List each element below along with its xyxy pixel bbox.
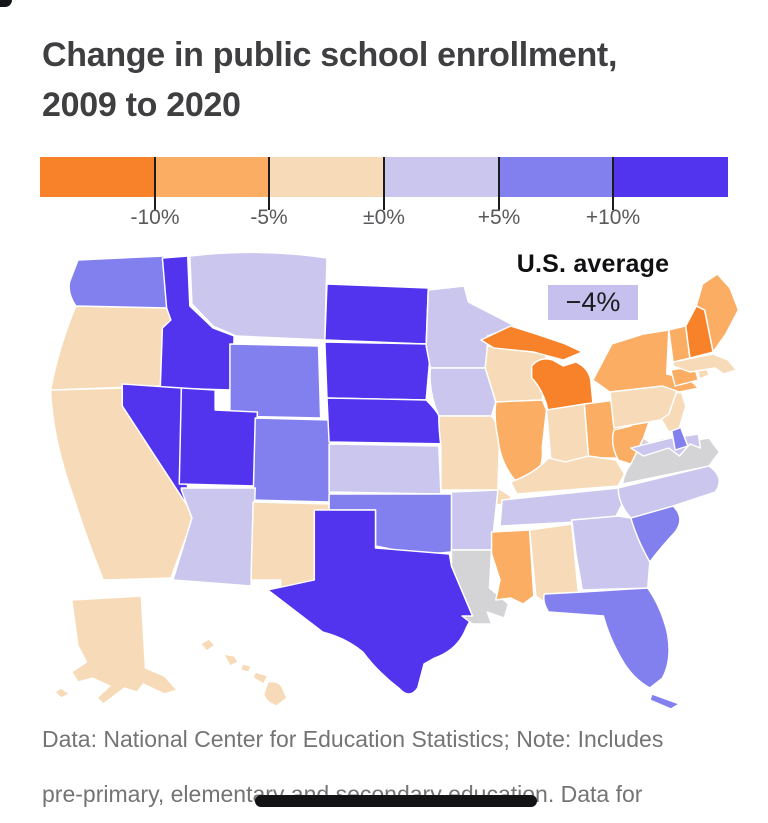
legend-tick xyxy=(154,157,156,210)
state-FL xyxy=(543,587,681,710)
state-CA xyxy=(49,387,195,581)
state-OR xyxy=(49,305,174,391)
legend-tick xyxy=(612,157,614,210)
legend-segment-neg5-10 xyxy=(154,157,270,197)
state-IL xyxy=(494,399,548,481)
legend-segment-pos0-5 xyxy=(384,157,499,197)
us-average-value-badge: −4% xyxy=(547,285,639,320)
chart-title: Change in public school enrollment, 2009… xyxy=(42,30,742,130)
state-SD xyxy=(324,341,432,401)
us-average-label: U.S. average xyxy=(516,250,670,278)
legend-tick xyxy=(498,157,500,210)
legend-segment-pos5-10 xyxy=(498,157,614,197)
legend-tick-label: -10% xyxy=(130,206,180,229)
state-HI xyxy=(199,638,288,707)
home-indicator-bar xyxy=(255,795,537,807)
chart-title-line2: 2009 to 2020 xyxy=(42,86,241,124)
state-KY xyxy=(509,455,626,495)
state-TN xyxy=(499,487,628,527)
state-SC xyxy=(630,505,681,563)
legend-tick-label: +5% xyxy=(477,206,521,229)
legend-segment-pos10plus xyxy=(613,157,729,197)
state-CO xyxy=(252,417,332,503)
legend-tick xyxy=(383,157,385,210)
state-IA xyxy=(429,367,497,417)
state-LA xyxy=(450,549,510,625)
screen-corner-artifact xyxy=(0,0,12,7)
state-ND xyxy=(324,283,430,345)
legend-tick xyxy=(268,157,270,210)
state-MO xyxy=(438,415,512,507)
legend-tick-label: -5% xyxy=(250,206,288,229)
state-NV xyxy=(121,383,195,517)
state-UT xyxy=(178,387,259,487)
state-TX xyxy=(267,509,474,695)
state-MT xyxy=(189,251,328,341)
us-average-annotation: U.S. average −4% xyxy=(498,250,688,320)
state-GA xyxy=(571,515,651,591)
state-MN xyxy=(425,285,516,369)
legend-tick-label: +10% xyxy=(585,206,641,229)
state-ME xyxy=(695,273,740,353)
state-MA xyxy=(672,353,738,375)
state-KS xyxy=(328,443,442,495)
legend-tick-label: ±0% xyxy=(363,206,405,229)
state-AZ xyxy=(172,487,256,587)
state-MS xyxy=(490,529,535,605)
legend-segment-neg0-5 xyxy=(269,157,385,197)
us-choropleth-map xyxy=(49,251,740,710)
legend-color-bar xyxy=(40,157,729,197)
state-AK xyxy=(54,595,178,705)
state-NC xyxy=(617,465,721,519)
state-IN xyxy=(545,403,590,465)
source-note-line1: Data: National Center for Education Stat… xyxy=(42,726,664,752)
state-WY xyxy=(229,343,322,419)
legend-segment-neg10plus xyxy=(40,157,155,197)
state-WA xyxy=(68,255,170,309)
chart-title-line1: Change in public school enrollment, xyxy=(42,36,618,74)
